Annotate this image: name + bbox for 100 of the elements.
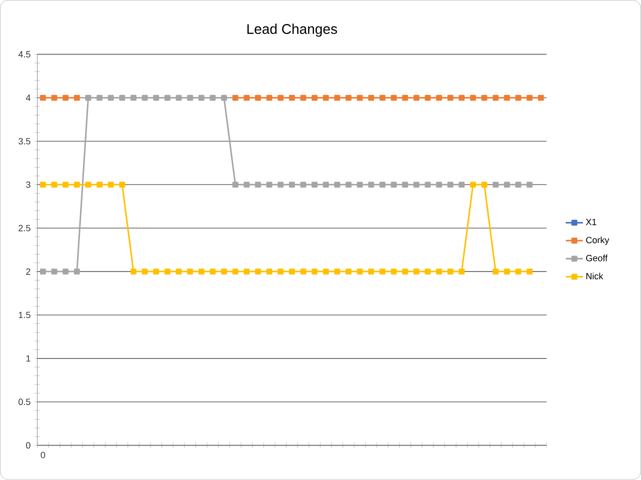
legend-label: Nick	[586, 272, 604, 280]
y-tick-label: 4	[26, 94, 30, 102]
point	[424, 182, 431, 188]
point	[402, 268, 408, 275]
point	[356, 95, 363, 101]
point	[492, 95, 499, 101]
point	[526, 95, 533, 101]
point	[51, 182, 58, 188]
point	[232, 95, 238, 101]
point	[232, 268, 238, 275]
point	[458, 95, 465, 101]
point	[380, 268, 386, 275]
point	[334, 182, 340, 188]
point	[413, 95, 420, 101]
point	[96, 95, 102, 101]
point	[436, 268, 442, 275]
point	[288, 95, 295, 101]
y-tick-label: 0.5	[18, 398, 30, 406]
point	[176, 95, 182, 101]
y-tick-label: 3	[26, 182, 30, 188]
point	[130, 268, 136, 275]
point	[62, 182, 69, 188]
point	[492, 182, 499, 188]
point	[390, 95, 397, 101]
point	[436, 95, 442, 101]
point	[380, 182, 386, 188]
point	[142, 268, 148, 275]
point	[108, 182, 114, 188]
point	[85, 182, 92, 188]
point	[368, 95, 374, 101]
point	[356, 182, 363, 188]
point	[62, 268, 69, 275]
point	[74, 268, 80, 275]
point	[232, 182, 238, 188]
point	[447, 95, 454, 101]
point	[278, 182, 284, 188]
point	[40, 268, 46, 275]
point	[266, 268, 272, 275]
point	[402, 95, 408, 101]
point	[85, 95, 92, 101]
point	[470, 95, 476, 101]
point	[413, 182, 420, 188]
legend-label: Corky	[586, 236, 610, 246]
y-tick-label: 3.5	[18, 138, 30, 145]
point	[504, 268, 510, 275]
y-tick-label: 1	[26, 356, 30, 362]
point	[108, 95, 114, 101]
point	[266, 95, 272, 101]
point	[504, 95, 510, 101]
point	[390, 182, 397, 188]
legend-label: Geoff	[586, 254, 608, 262]
point	[278, 95, 284, 101]
point	[424, 95, 431, 101]
point	[447, 268, 454, 275]
point	[210, 95, 216, 101]
point	[390, 268, 397, 275]
point	[119, 95, 126, 101]
point	[334, 95, 340, 101]
point	[447, 182, 454, 188]
point	[346, 182, 352, 188]
point	[187, 95, 194, 101]
point	[470, 182, 476, 188]
point	[288, 182, 295, 188]
point	[210, 268, 216, 275]
point	[481, 95, 488, 101]
point	[368, 268, 374, 275]
point	[164, 268, 170, 275]
point	[288, 268, 295, 275]
point	[346, 268, 352, 275]
point	[244, 268, 250, 275]
point	[244, 95, 250, 101]
point	[526, 182, 533, 188]
point	[119, 182, 126, 188]
point	[402, 182, 408, 188]
legend-label: X1	[586, 219, 596, 226]
point	[322, 182, 329, 188]
point	[312, 268, 318, 275]
point	[198, 95, 204, 101]
point	[526, 268, 533, 275]
point	[515, 268, 522, 275]
y-tick-label: 0	[26, 442, 30, 449]
point	[164, 95, 170, 101]
point	[312, 182, 318, 188]
point	[504, 182, 510, 188]
point	[481, 182, 488, 188]
point	[278, 268, 284, 275]
chart-title: Lead Changes	[247, 24, 338, 37]
point	[187, 268, 194, 275]
point	[96, 182, 102, 188]
point	[74, 182, 80, 188]
point	[74, 95, 80, 101]
point	[62, 95, 69, 101]
point	[356, 268, 363, 275]
point	[244, 182, 250, 188]
point	[458, 268, 465, 275]
point	[312, 95, 318, 101]
point	[255, 268, 261, 275]
point	[346, 95, 352, 101]
point	[130, 95, 136, 101]
point	[424, 268, 431, 275]
